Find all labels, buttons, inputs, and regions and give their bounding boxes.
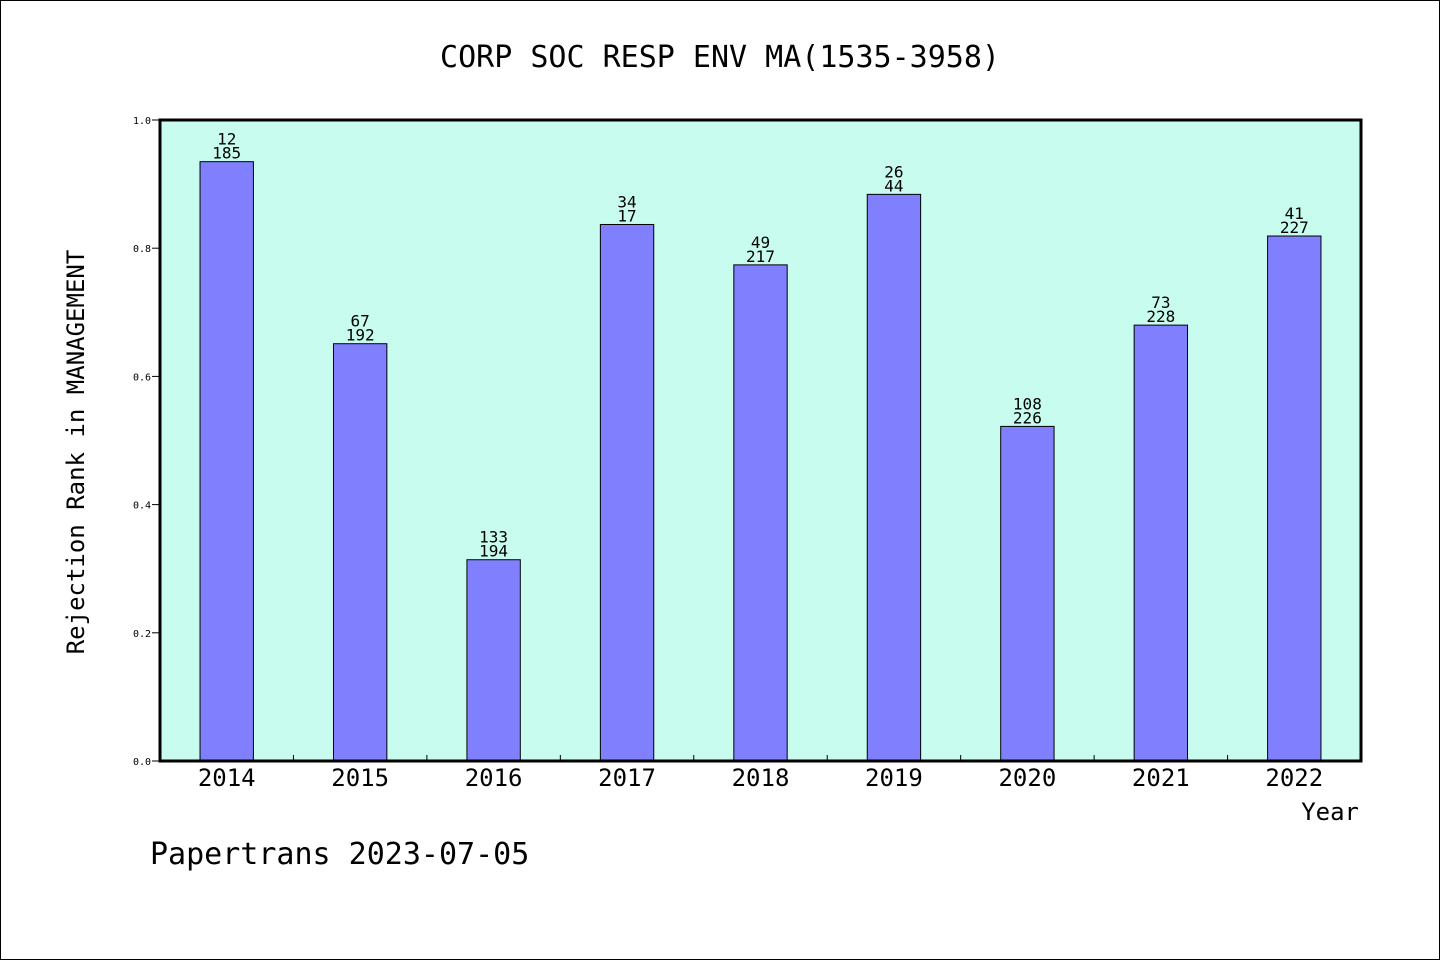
data-label-top-2022: 41 (1285, 204, 1304, 223)
bar-2018 (733, 264, 788, 762)
x-tick-label-2014: 2014 (198, 764, 256, 792)
bar-2022 (1267, 235, 1322, 762)
bar-2019 (866, 193, 922, 762)
x-tick-label-2015: 2015 (331, 764, 389, 792)
y-tick-label: 0.2 (133, 629, 151, 640)
chart-title: CORP SOC RESP ENV MA(1535-3958) (440, 40, 1000, 75)
footer-stamp: Papertrans 2023-07-05 (150, 837, 529, 872)
bars-group (199, 161, 1322, 762)
x-tick-label-2022: 2022 (1265, 764, 1323, 792)
bar-2021 (1133, 324, 1189, 762)
x-tick-label-2021: 2021 (1132, 764, 1190, 792)
data-label-bottom-2021: 228 (1146, 307, 1175, 326)
y-tick-label: 0.6 (133, 372, 151, 383)
x-tick-label-2018: 2018 (732, 764, 790, 792)
x-tick-label-2016: 2016 (465, 764, 523, 792)
data-label-bottom-2020: 226 (1013, 408, 1042, 427)
data-label-bottom-2017: 17 (617, 206, 636, 225)
y-tick-label: 1.0 (133, 116, 151, 127)
data-label-bottom-2018: 217 (746, 247, 775, 266)
bar-2020 (1000, 425, 1055, 762)
data-label-top-2014: 12 (217, 130, 236, 149)
x-axis-ticks: 2014 2015 2016 2017 2018 2019 2020 2021 2022 (198, 755, 1323, 792)
x-axis-label: Year (1301, 798, 1359, 826)
bar-2017 (599, 223, 655, 762)
data-label-bottom-2016: 194 (479, 542, 508, 561)
data-label-top-2015: 67 (351, 312, 370, 331)
x-tick-label-2017: 2017 (598, 764, 656, 792)
y-axis-label: Rejection Rank in MANAGEMENT (62, 250, 90, 655)
bar-2016 (466, 559, 521, 762)
plot-border (158, 118, 1363, 763)
y-tick-label: 0.4 (133, 501, 151, 512)
y-tick-label: 0.8 (133, 244, 151, 255)
data-label-top-2017: 34 (617, 192, 636, 211)
data-label-bottom-2015: 192 (346, 326, 375, 345)
data-label-bottom-2014: 185 (212, 144, 241, 163)
data-label-top-2019: 26 (884, 162, 903, 181)
x-tick-label-2019: 2019 (865, 764, 923, 792)
data-label-bottom-2019: 44 (884, 176, 903, 195)
x-tick-label-2020: 2020 (998, 764, 1056, 792)
bar-2015 (332, 343, 388, 762)
data-label-top-2016: 133 (479, 528, 508, 547)
data-label-top-2018: 49 (751, 233, 770, 252)
y-tick-label: 0.0 (133, 757, 151, 768)
y-axis-ticks: 0.0 0.2 0.4 0.6 0.8 1.0 (133, 116, 160, 768)
data-label-top-2021: 73 (1151, 293, 1170, 312)
bar-2014 (199, 161, 254, 762)
data-label-top-2020: 108 (1013, 394, 1042, 413)
data-label-bottom-2022: 227 (1280, 218, 1309, 237)
